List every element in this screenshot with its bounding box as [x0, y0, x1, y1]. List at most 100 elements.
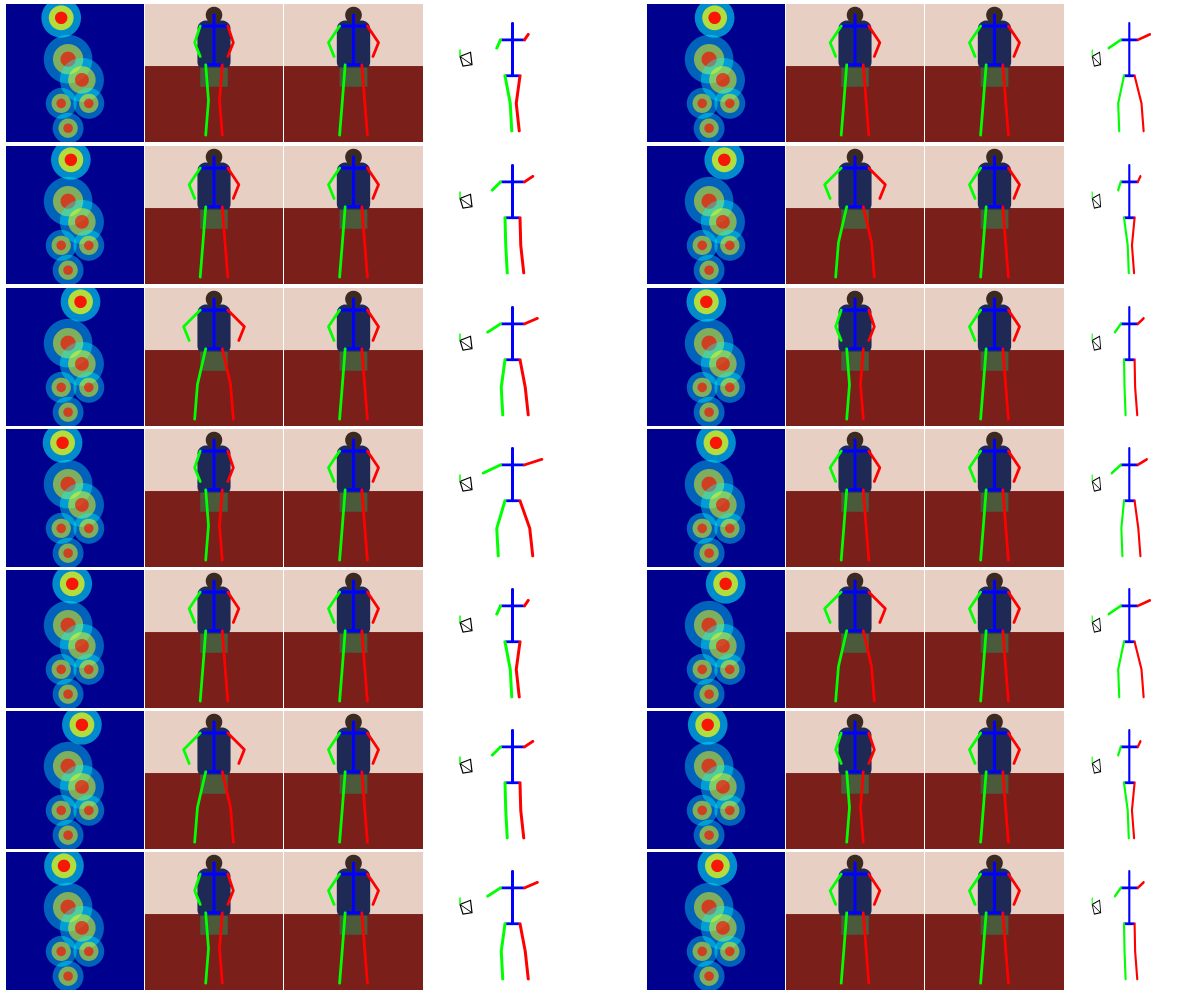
skeleton-bone	[1001, 63, 1010, 137]
heatmap-panel	[647, 429, 785, 567]
skeleton-bone	[338, 488, 347, 562]
skeleton-bone	[218, 63, 224, 137]
heat-blob	[719, 577, 732, 591]
skeleton-bone	[327, 24, 341, 58]
heat-blob	[697, 98, 708, 109]
heat-blob	[63, 548, 73, 559]
heatmap-panel	[647, 852, 785, 990]
skeleton-bone	[859, 770, 865, 844]
skeleton-bone	[1007, 166, 1021, 200]
skeleton-bone	[490, 180, 502, 192]
skeleton-bone	[360, 488, 369, 562]
skeleton-3d-panel	[1071, 711, 1177, 849]
heat-blob	[56, 436, 69, 450]
skeleton-bone	[366, 166, 380, 200]
heatmap-panel	[6, 288, 144, 426]
skeleton-bone	[327, 872, 341, 906]
skeleton-bone	[226, 449, 235, 483]
skeleton-3d-panel	[430, 570, 580, 708]
person-shorts	[841, 633, 869, 653]
skeleton-bone	[1136, 598, 1152, 608]
skeleton-bone	[327, 308, 341, 342]
skeleton-bone	[327, 449, 341, 483]
heat-blob	[724, 240, 735, 251]
skeleton-bone	[193, 872, 202, 906]
skeleton-bone	[360, 911, 369, 985]
skeleton-bone	[204, 911, 210, 985]
person-shorts	[841, 209, 869, 229]
skeleton-3d-panel	[1071, 852, 1177, 990]
heat-blob	[716, 639, 730, 653]
heat-blob	[63, 123, 73, 134]
skeleton-bone	[968, 590, 982, 624]
heat-blob	[701, 718, 714, 732]
prediction-overlay-panel	[786, 711, 924, 849]
skeleton-bone	[1122, 216, 1130, 275]
skeleton-bone	[968, 24, 982, 58]
heat-blob	[704, 265, 714, 276]
person-shorts	[200, 351, 228, 371]
skeleton-bone	[834, 629, 849, 703]
heat-blob	[75, 215, 89, 229]
heat-blob	[56, 805, 67, 816]
skeleton-bone	[226, 308, 246, 342]
heat-blob	[83, 240, 94, 251]
skeleton-bone	[523, 32, 530, 42]
skeleton-bone	[226, 166, 241, 200]
skeleton-bone	[1130, 216, 1136, 275]
skeleton-bone	[1113, 886, 1122, 898]
skeleton-bone	[220, 629, 230, 703]
skeleton-bone	[327, 166, 341, 200]
heat-blob	[704, 689, 714, 700]
heat-blob	[716, 215, 730, 229]
skeleton-bone	[503, 640, 514, 699]
skeleton-bone	[523, 598, 530, 608]
skeleton-bone	[499, 922, 507, 981]
heat-blob	[75, 780, 89, 794]
skeleton-bone	[338, 770, 347, 844]
heat-blob	[704, 971, 714, 982]
skeleton-bone	[839, 63, 849, 137]
skeleton-bone	[360, 770, 369, 844]
heat-blob	[60, 899, 76, 915]
prediction-overlay-panel	[786, 852, 924, 990]
person-shorts	[200, 209, 228, 229]
skeleton-bone	[182, 731, 202, 765]
skeleton-bone	[867, 872, 882, 906]
skeleton-bone	[867, 590, 887, 624]
person-shorts	[339, 774, 368, 794]
ground-truth-overlay-panel	[925, 146, 1064, 284]
camera-frustum-icon	[459, 897, 473, 915]
heat-blob	[83, 98, 94, 109]
skeleton-bone	[198, 205, 208, 279]
skeleton-bone	[187, 590, 202, 624]
skeleton-bone	[1107, 38, 1122, 50]
heatmap-panel	[647, 146, 785, 284]
skeleton-bone	[193, 449, 202, 483]
heat-blob	[697, 240, 708, 251]
skeleton-bone	[1120, 499, 1126, 558]
skeleton-bone	[338, 911, 347, 985]
heat-blob	[709, 436, 723, 450]
heat-blob	[63, 971, 73, 982]
skeleton-bone	[518, 781, 526, 840]
skeleton-bone	[839, 911, 849, 985]
skeleton-bone	[867, 449, 882, 483]
skeleton-bone	[218, 911, 224, 985]
skeleton-bone	[1007, 449, 1021, 483]
skeleton-bone	[1001, 205, 1010, 279]
skeleton-bone	[366, 590, 380, 624]
skeleton-bone	[360, 205, 369, 279]
skeleton-bone	[518, 499, 535, 558]
heat-blob	[716, 357, 730, 371]
skeleton-bone	[979, 770, 988, 844]
ground-truth-overlay-panel	[284, 4, 423, 142]
person-shorts	[841, 351, 869, 371]
skeleton-bone	[204, 488, 210, 562]
heatmap-panel	[6, 4, 144, 142]
heat-blob	[83, 946, 94, 957]
skeleton-bone	[1133, 358, 1139, 417]
skeleton-bone	[834, 205, 849, 279]
skeleton-3d-panel	[1071, 146, 1177, 284]
heat-blob	[56, 664, 67, 675]
